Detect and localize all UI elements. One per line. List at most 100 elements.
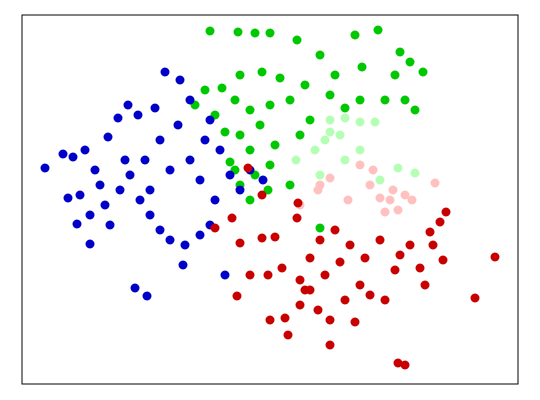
point [430,178,440,188]
point [145,185,155,195]
point [315,235,325,245]
plot-frame [21,14,519,385]
point [292,213,302,223]
point [63,193,73,203]
point [355,117,365,127]
point [227,213,237,223]
point [393,205,403,215]
point [395,250,405,260]
point [360,253,370,263]
point [305,253,315,263]
point [325,173,335,183]
point [195,175,205,185]
point [393,163,403,173]
point [235,238,245,248]
point [310,145,320,155]
point [441,207,451,217]
point [390,265,400,275]
point [113,113,123,123]
point [220,270,230,280]
point [205,115,215,125]
point [400,95,410,105]
point [295,275,305,285]
point [343,195,353,205]
point [428,240,438,250]
point [270,140,280,150]
point [245,105,255,115]
point [325,315,335,325]
point [295,130,305,140]
point [400,190,410,200]
point [315,170,325,180]
point [283,330,293,340]
point [355,280,365,290]
point [225,157,235,167]
point [385,195,395,205]
point [235,185,245,195]
point [375,235,385,245]
point [145,210,155,220]
point [291,155,301,165]
point [105,220,115,230]
point [425,227,435,237]
point [125,170,135,180]
point [295,300,305,310]
point [258,175,268,185]
point [355,160,365,170]
point [265,315,275,325]
point [165,165,175,175]
point [142,291,152,301]
point [405,57,415,67]
point [375,175,385,185]
point [370,117,380,127]
point [438,255,448,265]
point [220,127,230,137]
point [135,195,145,205]
point [263,270,273,280]
point [195,230,205,240]
point [275,73,285,83]
point [155,135,165,145]
point [265,28,275,38]
point [210,223,220,233]
point [185,155,195,165]
point [165,235,175,245]
point [155,225,165,235]
point [420,280,430,290]
point [225,170,235,180]
point [210,195,220,205]
point [265,100,275,110]
point [245,145,255,155]
point [405,240,415,250]
point [150,103,160,113]
point [233,27,243,37]
point [368,165,378,175]
point [265,160,275,170]
point [357,62,367,72]
point [300,285,310,295]
point [72,219,82,229]
point [123,100,133,110]
point [250,28,260,38]
point [315,50,325,60]
point [115,185,125,195]
point [320,270,330,280]
point [355,95,365,105]
point [350,30,360,40]
point [340,155,350,165]
point [330,70,340,80]
point [325,340,335,350]
point [103,132,113,142]
point [335,257,345,267]
point [325,127,335,137]
point [293,198,303,208]
point [90,165,100,175]
point [410,105,420,115]
point [355,145,365,155]
point [235,70,245,80]
point [410,168,420,178]
point [270,232,280,242]
point [313,305,323,315]
point [120,155,130,165]
point [173,120,183,130]
